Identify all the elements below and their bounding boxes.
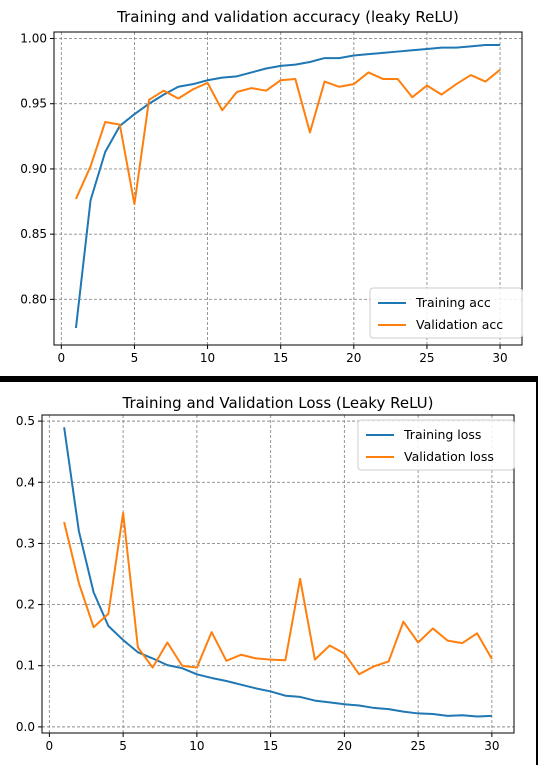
panel-divider — [0, 376, 538, 382]
y-tick-label: 0.90 — [20, 162, 47, 176]
x-tick-label: 30 — [484, 739, 499, 753]
series-line-training — [74, 44, 501, 329]
series-line-training — [63, 427, 492, 718]
x-tick-label: 10 — [200, 351, 215, 365]
chart-title: Training and Validation Loss (Leaky ReLU… — [121, 394, 433, 412]
x-tick-label: 10 — [189, 739, 204, 753]
x-tick-label: 5 — [131, 351, 139, 365]
y-tick-label: 0.80 — [20, 292, 47, 306]
y-tick-label: 0.3 — [16, 536, 35, 550]
legend-box — [357, 419, 515, 471]
accuracy-chart-panel: Training and validation accuracy (leaky … — [0, 0, 538, 376]
legend-label: Validation loss — [404, 449, 494, 464]
x-tick-label: 20 — [346, 351, 361, 365]
x-tick-label: 15 — [273, 351, 288, 365]
x-tick-label: 5 — [119, 739, 127, 753]
legend-label: Validation acc — [416, 317, 503, 332]
legend-label: Training loss — [403, 427, 481, 442]
y-tick-label: 0.2 — [16, 598, 35, 612]
plot-frame — [41, 414, 515, 734]
x-tick-label: 30 — [492, 351, 507, 365]
y-tick-label: 0.1 — [16, 659, 35, 673]
loss-chart-panel: Training and Validation Loss (Leaky ReLU… — [0, 382, 538, 766]
plot-frame — [53, 31, 523, 346]
y-tick-label: 0.95 — [20, 97, 47, 111]
accuracy-chart: Training and validation accuracy (leaky … — [20, 8, 523, 365]
x-tick-label: 25 — [419, 351, 434, 365]
legend-box — [369, 287, 523, 339]
x-tick-label: 15 — [263, 739, 278, 753]
chart-title: Training and validation accuracy (leaky … — [116, 8, 459, 26]
y-tick-label: 0.5 — [16, 414, 35, 428]
loss-chart: Training and Validation Loss (Leaky ReLU… — [16, 394, 515, 753]
series-line-validation — [63, 511, 493, 676]
y-tick-label: 0.4 — [16, 475, 35, 489]
series-line-validation — [75, 69, 501, 206]
y-tick-label: 1.00 — [20, 32, 47, 46]
x-tick-label: 0 — [57, 351, 65, 365]
y-tick-label: 0.85 — [20, 227, 47, 241]
x-tick-label: 0 — [46, 739, 54, 753]
y-tick-label: 0.0 — [16, 720, 35, 734]
x-tick-label: 25 — [410, 739, 425, 753]
x-tick-label: 20 — [337, 739, 352, 753]
legend-label: Training acc — [415, 295, 491, 310]
